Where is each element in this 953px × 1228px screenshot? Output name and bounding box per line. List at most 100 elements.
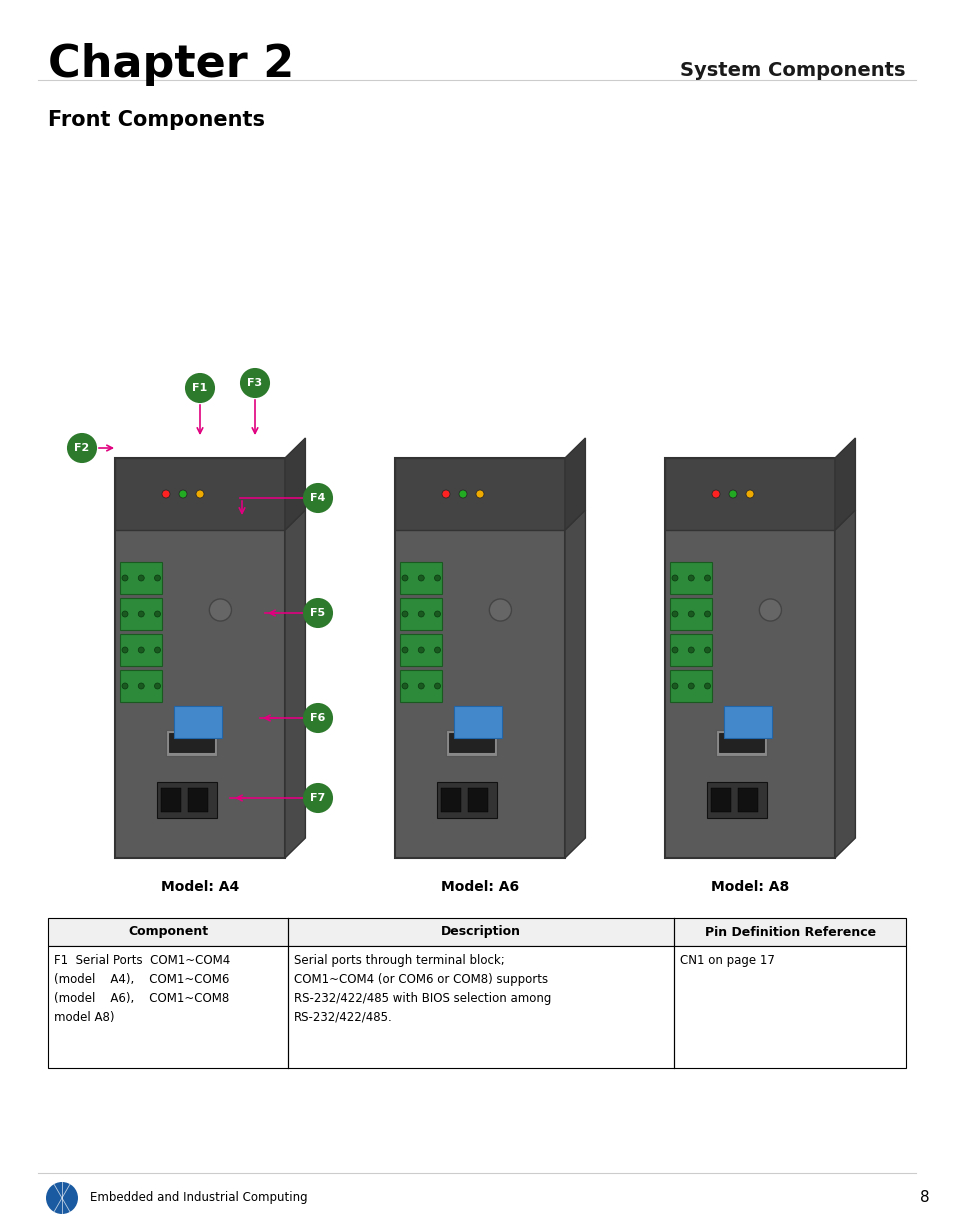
FancyBboxPatch shape <box>449 733 493 752</box>
Circle shape <box>759 599 781 621</box>
FancyBboxPatch shape <box>188 788 209 812</box>
Circle shape <box>179 490 187 499</box>
Text: LEC-3013A4: LEC-3013A4 <box>174 863 225 872</box>
Circle shape <box>154 647 160 653</box>
Text: F4: F4 <box>310 492 325 503</box>
Circle shape <box>122 575 128 581</box>
Circle shape <box>154 683 160 689</box>
Text: 8: 8 <box>920 1190 929 1206</box>
FancyBboxPatch shape <box>669 562 712 594</box>
FancyBboxPatch shape <box>719 733 762 752</box>
FancyBboxPatch shape <box>48 946 905 1068</box>
Text: F6: F6 <box>310 713 325 723</box>
FancyBboxPatch shape <box>446 729 497 756</box>
Circle shape <box>745 490 753 499</box>
Circle shape <box>417 612 424 616</box>
Text: Serial ports through terminal block;
COM1~COM4 (or COM6 or COM8) supports
RS-232: Serial ports through terminal block; COM… <box>294 954 551 1024</box>
Polygon shape <box>285 510 305 858</box>
FancyBboxPatch shape <box>707 782 766 818</box>
Circle shape <box>186 375 213 402</box>
FancyBboxPatch shape <box>719 793 762 812</box>
Circle shape <box>458 490 467 499</box>
Text: System Components: System Components <box>679 61 905 80</box>
FancyBboxPatch shape <box>669 634 712 666</box>
FancyBboxPatch shape <box>157 782 216 818</box>
FancyBboxPatch shape <box>115 458 285 858</box>
Polygon shape <box>834 438 855 530</box>
FancyBboxPatch shape <box>664 458 834 858</box>
FancyBboxPatch shape <box>449 793 493 812</box>
Circle shape <box>687 575 694 581</box>
Circle shape <box>154 575 160 581</box>
Circle shape <box>687 647 694 653</box>
Text: Front Components: Front Components <box>48 111 265 130</box>
Circle shape <box>703 575 710 581</box>
FancyBboxPatch shape <box>710 788 731 812</box>
Circle shape <box>703 612 710 616</box>
FancyBboxPatch shape <box>120 562 162 594</box>
Circle shape <box>138 612 144 616</box>
Circle shape <box>687 612 694 616</box>
Circle shape <box>703 683 710 689</box>
Polygon shape <box>285 438 305 530</box>
Circle shape <box>401 647 408 653</box>
FancyBboxPatch shape <box>468 788 488 812</box>
Circle shape <box>417 575 424 581</box>
Text: Component: Component <box>128 926 208 938</box>
Circle shape <box>434 575 440 581</box>
Circle shape <box>209 599 232 621</box>
Text: Model: A8: Model: A8 <box>710 880 788 894</box>
FancyBboxPatch shape <box>440 788 461 812</box>
Circle shape <box>434 683 440 689</box>
Circle shape <box>46 1183 78 1214</box>
Circle shape <box>304 783 332 812</box>
FancyBboxPatch shape <box>437 782 497 818</box>
Text: LEC-3013A8: LEC-3013A8 <box>723 863 775 872</box>
Circle shape <box>417 683 424 689</box>
Circle shape <box>476 490 483 499</box>
Circle shape <box>441 490 450 499</box>
Circle shape <box>728 490 737 499</box>
FancyBboxPatch shape <box>166 729 216 756</box>
FancyBboxPatch shape <box>48 919 905 946</box>
FancyBboxPatch shape <box>723 706 771 738</box>
FancyBboxPatch shape <box>120 598 162 630</box>
FancyBboxPatch shape <box>399 670 442 702</box>
FancyBboxPatch shape <box>170 733 213 752</box>
FancyBboxPatch shape <box>170 793 213 812</box>
Circle shape <box>417 647 424 653</box>
FancyBboxPatch shape <box>399 634 442 666</box>
Circle shape <box>434 647 440 653</box>
Circle shape <box>68 433 96 462</box>
Circle shape <box>304 704 332 732</box>
FancyBboxPatch shape <box>669 670 712 702</box>
FancyBboxPatch shape <box>115 458 285 530</box>
Circle shape <box>241 368 269 397</box>
Polygon shape <box>564 438 585 530</box>
Text: Model: A6: Model: A6 <box>440 880 518 894</box>
Text: F1: F1 <box>193 383 208 393</box>
Circle shape <box>489 599 511 621</box>
Circle shape <box>671 575 678 581</box>
Circle shape <box>671 612 678 616</box>
Text: Chapter 2: Chapter 2 <box>48 43 294 86</box>
Circle shape <box>671 683 678 689</box>
Circle shape <box>671 647 678 653</box>
Text: F2: F2 <box>74 443 90 453</box>
FancyBboxPatch shape <box>399 562 442 594</box>
Circle shape <box>434 612 440 616</box>
Circle shape <box>154 612 160 616</box>
FancyBboxPatch shape <box>669 598 712 630</box>
Text: F3: F3 <box>247 378 262 388</box>
Circle shape <box>703 647 710 653</box>
Text: CN1 on page 17: CN1 on page 17 <box>679 954 775 966</box>
Circle shape <box>304 484 332 512</box>
FancyBboxPatch shape <box>446 790 497 815</box>
FancyBboxPatch shape <box>664 458 834 530</box>
FancyBboxPatch shape <box>716 790 766 815</box>
Text: Pin Definition Reference: Pin Definition Reference <box>704 926 875 938</box>
Circle shape <box>687 683 694 689</box>
Text: LEC-3013A6: LEC-3013A6 <box>454 863 505 872</box>
FancyBboxPatch shape <box>120 670 162 702</box>
FancyBboxPatch shape <box>174 706 222 738</box>
